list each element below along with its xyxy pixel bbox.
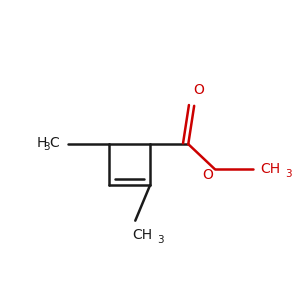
Text: C: C <box>50 136 59 150</box>
Text: O: O <box>202 168 213 182</box>
Text: 3: 3 <box>43 142 50 152</box>
Text: CH: CH <box>260 162 280 176</box>
Text: CH: CH <box>132 228 152 242</box>
Text: H: H <box>37 136 47 150</box>
Text: O: O <box>193 82 204 97</box>
Text: 3: 3 <box>285 169 292 178</box>
Text: 3: 3 <box>158 235 164 245</box>
